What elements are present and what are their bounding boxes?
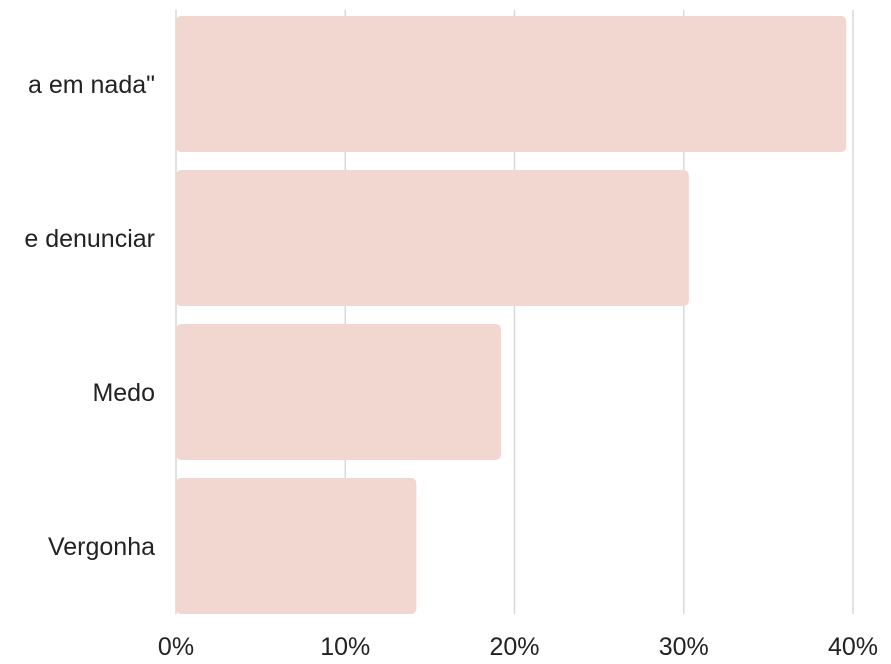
x-tick-label: 40% <box>828 633 878 661</box>
category-label: Medo <box>92 379 155 407</box>
category-label: Vergonha <box>48 533 155 561</box>
x-tick-label: 0% <box>158 633 194 661</box>
category-label: e denunciar <box>24 225 155 253</box>
bar <box>176 324 501 460</box>
bar <box>176 16 847 152</box>
category-label: a em nada" <box>28 71 155 99</box>
bar <box>176 478 417 614</box>
x-tick-label: 20% <box>489 633 539 661</box>
x-axis-tick-labels: 0% 10% 20% 30% 40% <box>158 633 878 661</box>
bars <box>176 16 847 614</box>
x-tick-label: 10% <box>320 633 370 661</box>
category-labels: a em nada" e denunciar Medo Vergonha <box>24 71 155 561</box>
x-tick-label: 30% <box>659 633 709 661</box>
bar <box>176 170 689 306</box>
